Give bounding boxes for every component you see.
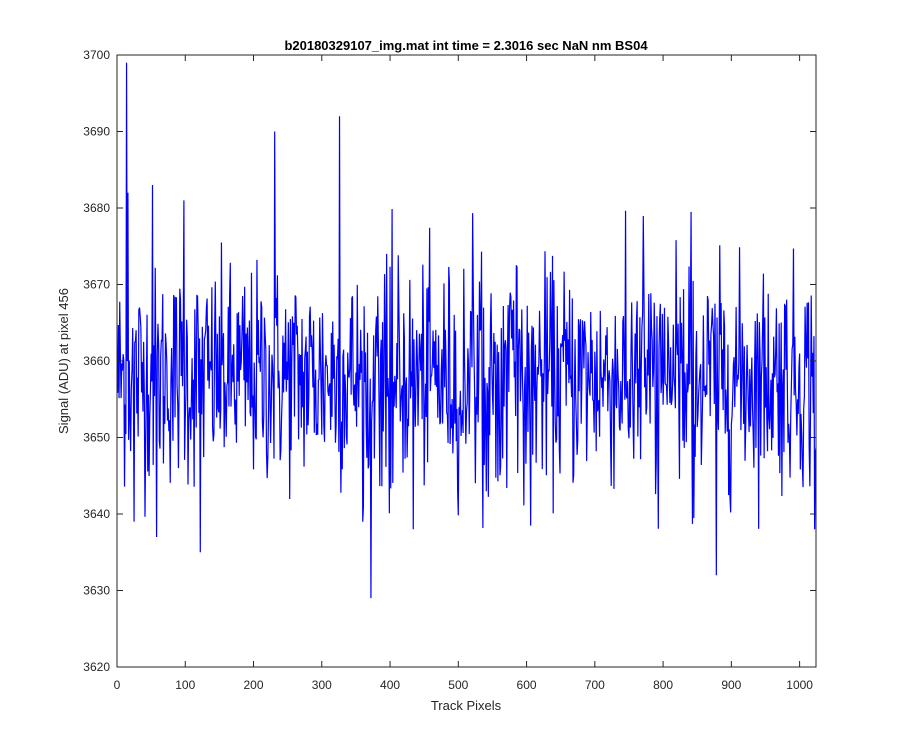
signal-series-line — [117, 62, 816, 599]
x-tick-label: 900 — [721, 678, 741, 692]
y-tick-label: 3680 — [83, 201, 110, 215]
x-tick-label: 500 — [448, 678, 468, 692]
chart-title: b20180329107_img.mat int time = 2.3016 s… — [284, 38, 648, 53]
x-axis-label: Track Pixels — [431, 698, 502, 713]
x-tick-label: 200 — [244, 678, 264, 692]
x-axis: 0 100 200 300 400 500 600 700 800 900 1000 — [114, 55, 813, 692]
x-tick-label: 1000 — [786, 678, 813, 692]
x-tick-label: 700 — [585, 678, 605, 692]
x-tick-label: 400 — [380, 678, 400, 692]
y-tick-label: 3650 — [83, 431, 110, 445]
y-axis: 3620 3630 3640 3650 3660 3670 3680 3690 3700 — [83, 48, 816, 674]
x-tick-label: 0 — [114, 678, 121, 692]
x-tick-label: 800 — [653, 678, 673, 692]
y-tick-label: 3640 — [83, 507, 110, 521]
y-tick-label: 3700 — [83, 48, 110, 62]
x-tick-label: 300 — [312, 678, 332, 692]
y-tick-label: 3670 — [83, 278, 110, 292]
x-tick-label: 100 — [175, 678, 195, 692]
y-tick-label: 3660 — [83, 354, 110, 368]
y-tick-label: 3690 — [83, 125, 110, 139]
y-tick-label: 3630 — [83, 584, 110, 598]
y-axis-label: Signal (ADU) at pixel 456 — [56, 288, 71, 434]
y-tick-label: 3620 — [83, 660, 110, 674]
x-tick-label: 600 — [517, 678, 537, 692]
